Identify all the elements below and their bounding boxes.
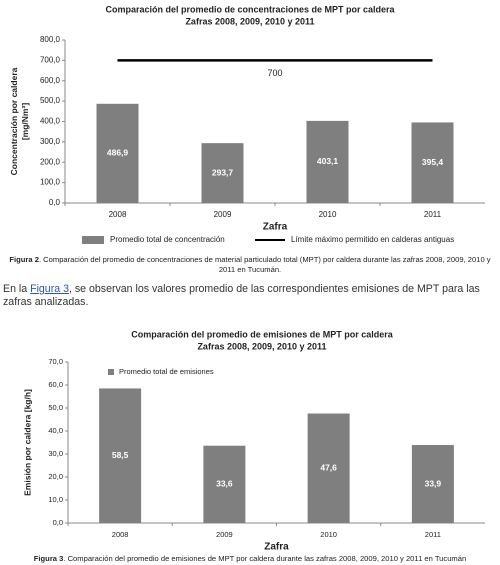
y-tick-label: 20,0	[48, 472, 63, 481]
x-tick-label: 2009	[214, 210, 232, 219]
y-tick-label: 600,0	[40, 76, 61, 85]
bar	[99, 388, 142, 523]
chart: Comparación del promedio de concentracio…	[9, 4, 485, 244]
bar	[96, 103, 139, 203]
y-tick-label: 200,0	[40, 157, 61, 166]
y-tick-label: 300,0	[40, 137, 61, 146]
y-tick-label: 100,0	[40, 178, 61, 187]
legend-label: Promedio total de emisiones	[119, 367, 214, 376]
x-axis-label: Zafra	[263, 222, 288, 233]
bar	[307, 413, 350, 523]
legend-label: Límite máximo permitido en calderas anti…	[291, 235, 454, 244]
x-tick-label: 2011	[424, 210, 442, 219]
caption-text: . Comparación del promedio de emisiones …	[63, 554, 467, 563]
bar	[306, 120, 349, 203]
y-tick-label: 400,0	[40, 117, 61, 126]
x-tick-label: 2010	[319, 210, 337, 219]
caption-text: . Comparación del promedio de concentrac…	[38, 255, 491, 274]
x-axis-label: Zafra	[264, 542, 289, 550]
figure-link[interactable]: Figura 3	[30, 283, 69, 295]
y-axis-label: Emisión por caldera [kg/h]	[22, 389, 32, 496]
data-label: 486,9	[107, 148, 129, 158]
y-tick-label: 0,0	[53, 518, 63, 527]
legend-label: Promedio total de concentración	[110, 235, 225, 244]
figure-caption: Figura 3. Comparación del promedio de em…	[5, 554, 495, 564]
y-tick-label: 800,0	[40, 35, 61, 44]
y-tick-label: 0,0	[49, 198, 61, 207]
data-label: 33,9	[425, 478, 442, 488]
y-tick-label: 60,0	[48, 380, 63, 389]
bar	[203, 445, 246, 523]
chart: Comparación del promedio de emisiones de…	[22, 329, 485, 550]
chart-title: Comparación del promedio de emisiones de…	[131, 329, 394, 339]
caption-label: Figura 3	[33, 554, 64, 563]
chart-title: Comparación del promedio de concentracio…	[105, 4, 395, 14]
chart-subtitle: Zafras 2008, 2009, 2010 y 2011	[185, 16, 314, 26]
x-tick-label: 2011	[425, 530, 441, 539]
figure-caption: Figura 2. Comparación del promedio de co…	[5, 255, 495, 275]
legend-swatch	[108, 369, 114, 375]
y-axis-label: Concentración por caldera	[9, 67, 19, 175]
bar	[201, 143, 244, 203]
data-label: 33,6	[216, 479, 233, 489]
chart-subtitle: Zafras 2008, 2009, 2010 y 2011	[197, 341, 326, 351]
caption-label: Figura 2	[9, 255, 39, 264]
x-tick-label: 2009	[216, 530, 233, 539]
text: En la	[3, 283, 31, 295]
y-tick-label: 70,0	[48, 357, 63, 366]
y-tick-label: 500,0	[40, 96, 61, 105]
y-tick-label: 700,0	[40, 55, 61, 64]
data-label: 293,7	[212, 167, 234, 177]
text: , se observan los valores promedio de la…	[3, 283, 480, 308]
data-label: 395,4	[422, 157, 444, 167]
y-tick-label: 10,0	[48, 495, 63, 504]
data-label: 403,1	[317, 156, 339, 166]
reference-label: 700	[267, 68, 282, 78]
legend-swatch	[82, 236, 104, 244]
bar	[411, 122, 454, 203]
y-axis-label: [mg/Nm³]	[20, 103, 30, 140]
bar	[411, 445, 454, 523]
paragraph: En la Figura 3, se observan los valores …	[3, 283, 498, 309]
y-tick-label: 30,0	[48, 449, 63, 458]
data-label: 58,5	[112, 450, 129, 460]
x-tick-label: 2010	[320, 530, 337, 539]
y-tick-label: 40,0	[48, 426, 63, 435]
x-tick-label: 2008	[112, 530, 129, 539]
data-label: 47,6	[320, 463, 337, 473]
y-tick-label: 50,0	[48, 403, 63, 412]
x-tick-label: 2008	[109, 210, 127, 219]
